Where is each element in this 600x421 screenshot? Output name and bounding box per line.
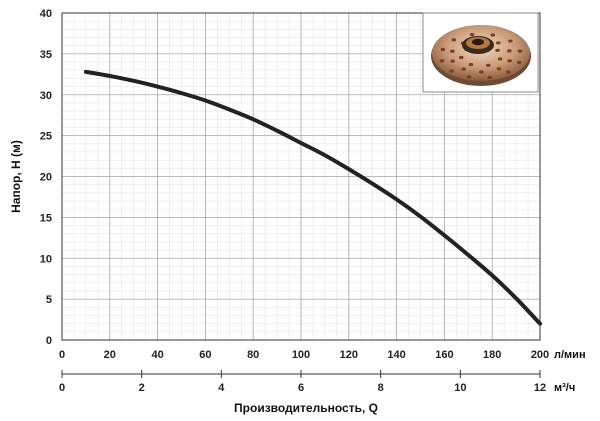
- y-tick-label: 10: [40, 253, 52, 265]
- x-tick-label: 120: [340, 349, 358, 361]
- secondary-x-tick-labels: 0 2 4 6 8 10 12: [59, 370, 546, 394]
- secondary-x-tick-label: 12: [534, 382, 546, 394]
- impeller-hole: [485, 63, 491, 67]
- impeller-hole: [497, 57, 503, 61]
- impeller-hole: [505, 70, 511, 74]
- impeller-hole: [495, 48, 500, 52]
- plot-frame: [61, 12, 541, 341]
- x-tick-label: 60: [199, 349, 211, 361]
- x-axis-title: Производительность, Q: [234, 401, 378, 415]
- x-tick-label: 160: [435, 349, 453, 361]
- impeller-hole: [461, 67, 467, 71]
- y-tick-label: 25: [40, 131, 52, 143]
- impeller-hole: [450, 59, 455, 63]
- secondary-x-tick-label: 10: [454, 382, 466, 394]
- impeller-hole: [468, 63, 474, 67]
- impeller-hole: [440, 47, 446, 52]
- secondary-x-tick-label: 2: [139, 382, 145, 394]
- impeller-icon: [431, 25, 531, 86]
- impeller-hole: [496, 67, 502, 71]
- series-line-head-curve: [83, 69, 542, 326]
- secondary-x-tick-label: 4: [218, 382, 225, 394]
- impeller-hole: [495, 41, 501, 45]
- x-tick-label: 140: [387, 349, 405, 361]
- x-tick-label: 20: [104, 349, 116, 361]
- x-secondary-unit: м³/ч: [554, 382, 575, 394]
- secondary-x-tick-label: 6: [298, 382, 304, 394]
- secondary-x-tick-label: 0: [59, 382, 65, 394]
- impeller-hole: [439, 59, 445, 63]
- x-tick-label: 100: [292, 349, 310, 361]
- secondary-x-tick-label: 8: [378, 382, 384, 394]
- y-tick-label: 20: [40, 172, 52, 184]
- x-tick-label: 200: [531, 349, 549, 361]
- x-primary-unit: л/мин: [554, 349, 586, 361]
- x-tick-label: 80: [247, 349, 259, 361]
- x-tick-labels: 0 20 40 60 80 100 120 140 160 180 200: [59, 349, 549, 361]
- y-tick-labels: 0 5 10 15 20 25 30 35 40: [40, 8, 52, 347]
- y-tick-label: 30: [40, 90, 52, 102]
- impeller-hole: [516, 60, 522, 65]
- y-tick-label: 40: [40, 8, 52, 20]
- impeller-hole: [508, 39, 513, 43]
- impeller-hole: [458, 55, 464, 60]
- impeller-hole: [517, 49, 523, 53]
- impeller-hole: [450, 49, 455, 53]
- y-axis-title: Напор, H (м): [9, 140, 23, 213]
- x-tick-label: 180: [483, 349, 501, 361]
- impeller-hole: [479, 70, 484, 74]
- y-tick-label: 5: [46, 294, 52, 306]
- impeller-hole: [490, 33, 496, 37]
- y-tick-label: 15: [40, 212, 52, 224]
- x-tick-label: 40: [151, 349, 163, 361]
- impeller-hole: [487, 75, 493, 80]
- impeller-hole: [507, 49, 512, 53]
- impeller-hole: [449, 69, 454, 73]
- impeller-hole: [469, 32, 475, 37]
- y-tick-label: 0: [46, 335, 52, 347]
- impeller-hole: [451, 38, 457, 42]
- impeller-hole: [466, 75, 472, 79]
- curve-points: [85, 71, 541, 324]
- impeller-inset: [422, 12, 539, 93]
- impeller-hole: [507, 59, 512, 63]
- y-tick-label: 35: [40, 49, 52, 61]
- x-tick-label: 0: [59, 349, 65, 361]
